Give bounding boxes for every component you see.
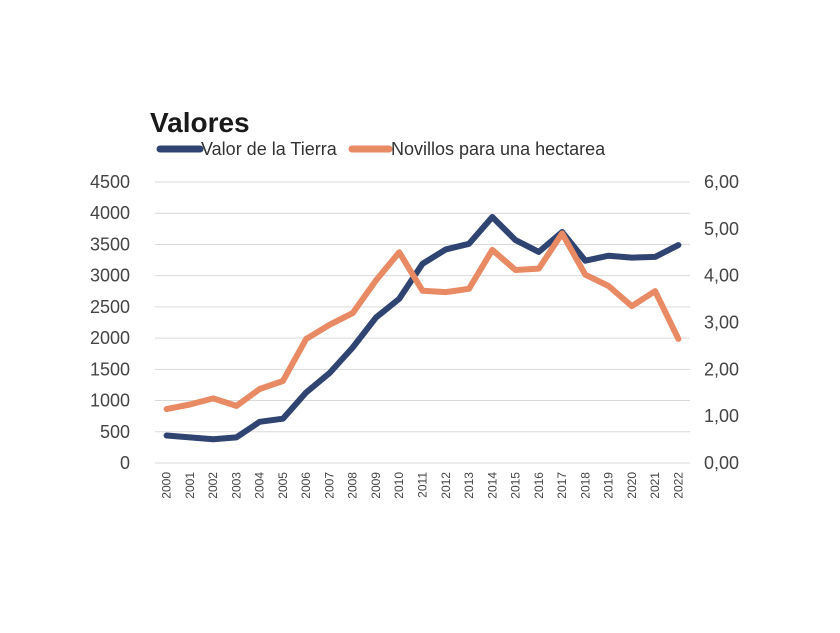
y-left-tick-label: 1000 — [90, 391, 130, 411]
x-tick-label: 2020 — [625, 472, 639, 499]
y-right-tick-label: 4,00 — [704, 266, 739, 286]
y-axis-left: 0 500 1000 1500 2000 2500 3000 3500 4000 4500 — [90, 172, 130, 473]
x-tick-label: 2004 — [253, 472, 267, 499]
x-tick-label: 2010 — [392, 472, 406, 499]
legend-label-novillos: Novillos para una hectarea — [391, 139, 606, 159]
x-tick-label: 2013 — [462, 472, 476, 499]
y-left-tick-label: 4000 — [90, 203, 130, 223]
x-tick-label: 2009 — [369, 472, 383, 499]
y-axis-right: 0,00 1,00 2,00 3,00 4,00 5,00 6,00 — [704, 172, 739, 473]
x-tick-label: 2005 — [276, 472, 290, 499]
x-tick-label: 2002 — [206, 472, 220, 499]
y-right-tick-label: 6,00 — [704, 172, 739, 192]
y-right-tick-label: 3,00 — [704, 313, 739, 333]
x-tick-label: 2019 — [602, 472, 616, 499]
chart-title: Valores — [150, 107, 250, 138]
y-left-tick-label: 3000 — [90, 266, 130, 286]
x-tick-label: 2016 — [532, 472, 546, 499]
x-tick-label: 2014 — [485, 472, 499, 499]
x-tick-label: 2003 — [229, 472, 243, 499]
y-right-tick-label: 2,00 — [704, 359, 739, 379]
gridlines — [155, 181, 690, 464]
x-tick-label: 2011 — [416, 472, 430, 498]
x-tick-label: 2001 — [183, 472, 197, 499]
x-tick-label: 2008 — [346, 472, 360, 499]
series-lines — [163, 214, 682, 443]
x-tick-label: 2007 — [322, 472, 336, 499]
y-right-tick-label: 1,00 — [704, 406, 739, 426]
y-left-tick-label: 0 — [120, 453, 130, 473]
x-tick-label: 2021 — [648, 472, 662, 499]
y-right-tick-label: 5,00 — [704, 219, 739, 239]
series-line-valor-de-la-tierra — [163, 214, 682, 443]
x-axis: 2000 2001 2002 2003 2004 2005 2006 2007 2008 2009… — [160, 472, 686, 499]
x-tick-label: 2006 — [299, 472, 313, 499]
x-tick-label: 2022 — [671, 472, 685, 499]
y-left-tick-label: 500 — [100, 422, 130, 442]
x-tick-label: 2015 — [509, 472, 523, 499]
y-left-tick-label: 3500 — [90, 234, 130, 254]
x-tick-label: 2017 — [555, 472, 569, 499]
x-tick-label: 2018 — [578, 472, 592, 499]
series-line-novillos — [163, 230, 682, 413]
y-left-tick-label: 2000 — [90, 328, 130, 348]
legend-label-valor: Valor de la Tierra — [201, 139, 338, 159]
y-left-tick-label: 4500 — [90, 172, 130, 192]
legend: Valor de la Tierra Novillos para una hec… — [156, 139, 606, 159]
y-left-tick-label: 1500 — [90, 359, 130, 379]
y-left-tick-label: 2500 — [90, 297, 130, 317]
y-right-tick-label: 0,00 — [704, 453, 739, 473]
x-tick-label: 2012 — [439, 472, 453, 499]
x-tick-label: 2000 — [160, 472, 174, 499]
